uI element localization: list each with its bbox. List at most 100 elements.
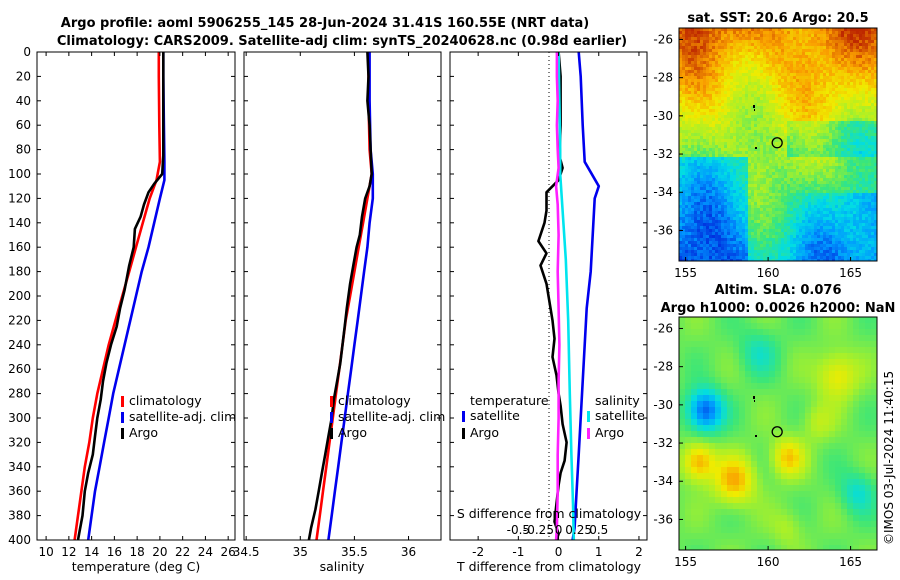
x-tick-label: 12 [61, 545, 76, 559]
x2-tick-label: 0 [555, 523, 563, 537]
legend-swatch-temp-satellite [462, 411, 465, 422]
legend-label-climatology: climatology [129, 393, 202, 408]
sst-coastline-specks [753, 105, 757, 149]
depth-tick-label: 300 [8, 411, 31, 425]
legend-swatch-temp-argo [462, 428, 465, 439]
legend-swatch-sal-argo [587, 428, 590, 439]
series-line-argo [307, 52, 373, 540]
argo-position-marker [771, 137, 783, 149]
legend-title-salinity: salinity [595, 393, 640, 408]
x-tick-label: 16 [107, 545, 122, 559]
series-line-argo [76, 52, 165, 540]
x2-tick-label: -0.25 [523, 523, 554, 537]
lat-tick-label: -28 [653, 360, 673, 374]
lat-tick-label: -34 [653, 185, 673, 199]
depth-tick-label: 240 [8, 338, 31, 352]
legend-swatch-satellite-adj [330, 412, 333, 423]
s-difference-label: S difference from climatology [457, 506, 642, 521]
legend-title-temperature: temperature [470, 393, 549, 408]
depth-tick-label: 400 [8, 533, 31, 547]
x-tick-label: -2 [472, 545, 484, 559]
legend-label-satellite-adj: satellite-adj. clim [338, 409, 445, 424]
salinity-xlabel: salinity [320, 559, 365, 574]
difference-frame [449, 51, 648, 541]
depth-tick-label: 0 [23, 45, 31, 59]
depth-tick-label: 220 [8, 313, 31, 327]
x2-tick-label: 0.25 [565, 523, 592, 537]
depth-axis: 0 20 40 60 80 100 120 140 160 180 200 220 240 260 280 3… [8, 45, 31, 547]
depth-tick-label: 200 [8, 289, 31, 303]
depth-tick-label: 160 [8, 240, 31, 254]
salinity-frame [243, 51, 442, 541]
depth-tick-label: 80 [16, 143, 31, 157]
lat-tick-label: -26 [653, 321, 673, 335]
x2-tick-label: -0.5 [507, 523, 530, 537]
sla-map-title-line1: Altim. SLA: 0.076 [715, 283, 842, 298]
figure-title-line1: Argo profile: aoml 5906255_145 28-Jun-20… [61, 16, 589, 31]
depth-tick-label: 180 [8, 265, 31, 279]
series-line-climatology [73, 52, 162, 540]
lon-tick-label: 155 [674, 266, 697, 280]
depth-tick-label: 340 [8, 460, 31, 474]
series-line-satellite-adj-clim [86, 52, 166, 540]
depth-tick-label: 280 [8, 387, 31, 401]
temperature-frame [36, 51, 236, 541]
x-tick-label: 24 [198, 545, 213, 559]
legend-swatch-sal-satellite [587, 411, 590, 422]
legend-label-temp-argo: Argo [470, 425, 499, 440]
temperature-xlabel: temperature (deg C) [72, 559, 201, 574]
salinity-panel: 34.5 35 35.5 36 salinity climatology satell… [233, 51, 445, 574]
depth-tick-label: 120 [8, 191, 31, 205]
sla-coastline-specks [753, 396, 757, 437]
x-tick-label: 35 [293, 545, 308, 559]
sla-map-frame [678, 316, 878, 551]
legend-label-sal-satellite: satellite [595, 408, 645, 423]
imos-watermark: ©IMOS 03-Jul-2024 11:40:15 [882, 371, 896, 545]
lat-tick-label: -28 [653, 71, 673, 85]
lon-tick-label: 160 [757, 555, 780, 569]
lat-tick-label: -30 [653, 398, 673, 412]
lat-tick-label: -32 [653, 147, 673, 161]
lat-tick-label: -30 [653, 109, 673, 123]
x-tick-label: 26 [221, 545, 236, 559]
lon-tick-label: 165 [839, 266, 862, 280]
x-tick-label: 14 [84, 545, 99, 559]
lat-tick-label: -36 [653, 512, 673, 526]
depth-tick-label: 260 [8, 362, 31, 376]
x-tick-label: 36 [401, 545, 416, 559]
legend-label-sal-argo: Argo [595, 425, 624, 440]
depth-tick-label: 140 [8, 216, 31, 230]
x-tick-label: 2 [635, 545, 643, 559]
legend-swatch-argo [330, 428, 333, 439]
legend-label-climatology: climatology [338, 393, 411, 408]
legend-swatch-climatology [121, 396, 124, 407]
depth-tick-label: 320 [8, 435, 31, 449]
depth-tick-label: 360 [8, 484, 31, 498]
depth-tick-label: 380 [8, 509, 31, 523]
x-tick-label: 22 [175, 545, 190, 559]
lon-tick-label: 155 [674, 555, 697, 569]
depth-tick-label: 20 [16, 69, 31, 83]
lat-tick-label: -32 [653, 436, 673, 450]
difference-panel: -2 -1 0 1 2 -0.5-0.25 0 0.250.5 S difference f… [449, 51, 648, 574]
series-line-temperature-argo [537, 52, 568, 540]
series-line-temperature-satellite [571, 52, 601, 540]
legend-label-argo: Argo [129, 425, 158, 440]
x-tick-label: 34.5 [233, 545, 260, 559]
series-line-salinity-argo [554, 52, 561, 540]
figure-title-line2: Climatology: CARS2009. Satellite-adj cli… [57, 34, 627, 49]
x-tick-label: 20 [152, 545, 167, 559]
series-line-salinity-satellite [557, 52, 576, 540]
x2-tick-label: 0.5 [589, 523, 608, 537]
depth-tick-label: 100 [8, 167, 31, 181]
t-difference-xlabel: T difference from climatology [456, 559, 642, 574]
sst-map-title: sat. SST: 20.6 Argo: 20.5 [687, 11, 868, 26]
x-tick-label: 35.5 [341, 545, 368, 559]
depth-tick-label: 60 [16, 118, 31, 132]
lon-tick-label: 160 [757, 266, 780, 280]
temperature-legend: climatology satellite-adj. clim Argo [121, 393, 236, 440]
legend-swatch-climatology [330, 396, 333, 407]
x-tick-label: 10 [38, 545, 53, 559]
legend-label-argo: Argo [338, 425, 367, 440]
